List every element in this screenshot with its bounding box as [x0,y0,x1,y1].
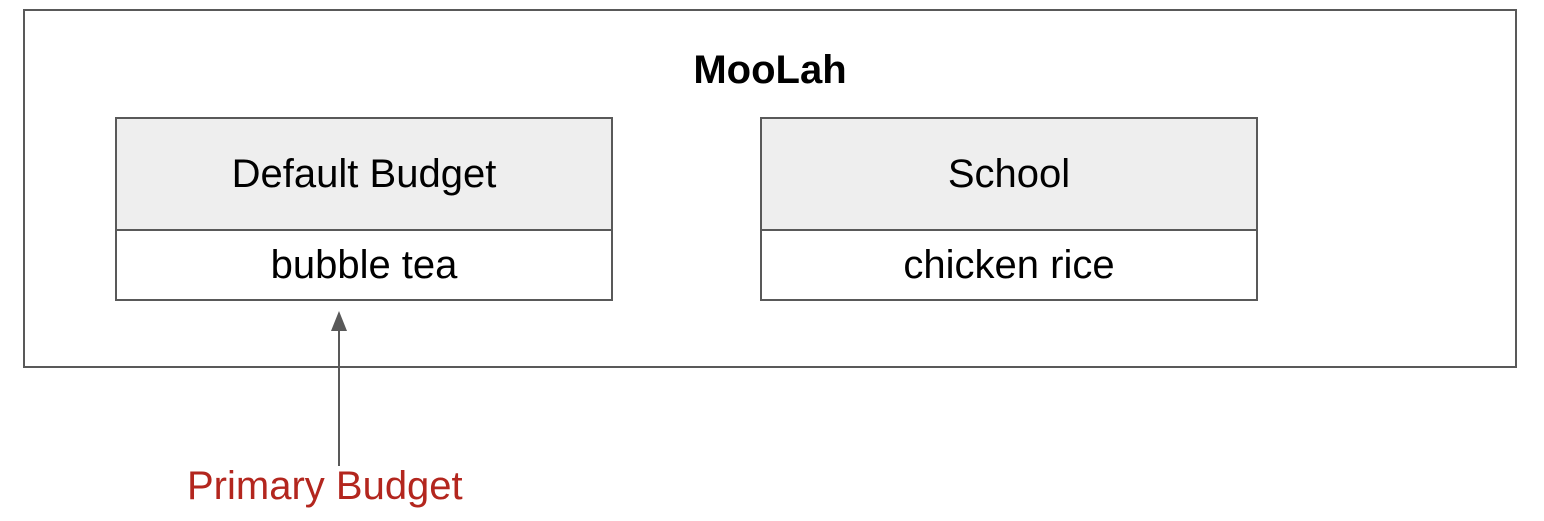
app-title: MooLah [693,48,847,92]
budget-name: Default Budget [117,119,611,231]
budget-expense-item: chicken rice [762,231,1256,299]
budget-expense-item: bubble tea [117,231,611,299]
budget-default: Default Budget bubble tea [115,117,613,301]
primary-budget-label: Primary Budget [187,464,463,508]
budget-school: School chicken rice [760,117,1258,301]
budget-name: School [762,119,1256,231]
app-window: MooLah Default Budget bubble tea School … [23,9,1517,368]
